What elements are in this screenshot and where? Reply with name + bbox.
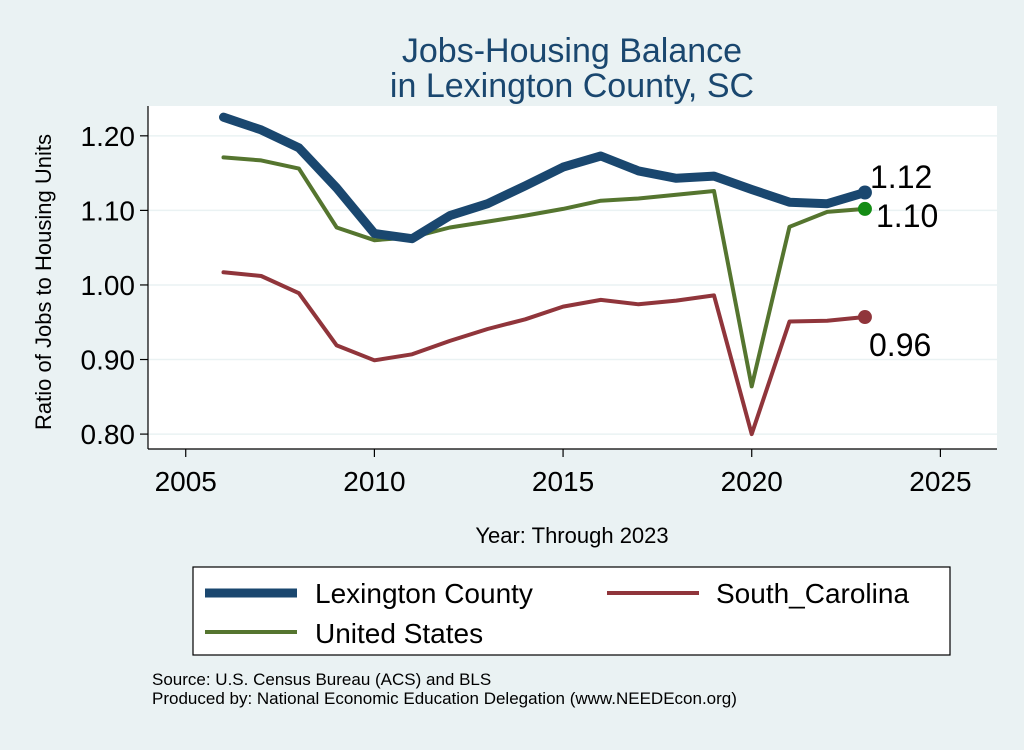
y-tick-label: 0.90 bbox=[81, 345, 136, 376]
x-axis-ticks: 2005 2010 2015 2020 2025 bbox=[148, 448, 997, 497]
end-marker-south-carolina bbox=[857, 310, 872, 325]
x-tick-label: 2025 bbox=[909, 466, 971, 497]
y-axis-ticks: 0.80 0.90 1.00 1.10 1.20 bbox=[81, 106, 149, 450]
end-label-united-states: 1.10 bbox=[876, 198, 938, 234]
produced-by-note: Produced by: National Economic Education… bbox=[152, 689, 737, 708]
x-tick-label: 2020 bbox=[721, 466, 783, 497]
legend: Lexington County South_Carolina United S… bbox=[192, 566, 951, 656]
y-tick-label: 0.80 bbox=[81, 419, 136, 450]
end-label-lexington: 1.12 bbox=[870, 159, 932, 195]
end-marker-lexington-county bbox=[857, 185, 872, 200]
x-tick-label: 2010 bbox=[343, 466, 405, 497]
series-line-south-carolina bbox=[221, 270, 867, 437]
end-label-south-carolina: 0.96 bbox=[869, 327, 931, 363]
series-line-united-states bbox=[221, 155, 867, 389]
end-markers bbox=[857, 185, 872, 325]
chart-title-line-1: Jobs-Housing Balance bbox=[402, 32, 742, 70]
source-note: Source: U.S. Census Bureau (ACS) and BLS bbox=[152, 670, 492, 689]
plot-area bbox=[148, 106, 997, 449]
series-lines bbox=[219, 112, 870, 437]
x-tick-label: 2015 bbox=[532, 466, 594, 497]
x-axis-label: Year: Through 2023 bbox=[475, 523, 668, 548]
legend-label-south-carolina: South_Carolina bbox=[716, 578, 909, 609]
y-tick-label: 1.20 bbox=[81, 121, 136, 152]
chart-title-line-2: in Lexington County, SC bbox=[390, 67, 754, 105]
chart-footer: Source: U.S. Census Bureau (ACS) and BLS… bbox=[152, 670, 737, 708]
series-line-lexington-county bbox=[219, 112, 870, 244]
x-tick-label: 2005 bbox=[155, 466, 217, 497]
legend-label-lexington: Lexington County bbox=[315, 578, 533, 609]
y-axis-label: Ratio of Jobs to Housing Units bbox=[31, 134, 56, 430]
y-tick-label: 1.10 bbox=[81, 195, 136, 226]
legend-box bbox=[192, 566, 951, 656]
y-tick-label: 1.00 bbox=[81, 270, 136, 301]
end-marker-united-states bbox=[857, 201, 872, 216]
legend-label-united-states: United States bbox=[315, 618, 483, 649]
